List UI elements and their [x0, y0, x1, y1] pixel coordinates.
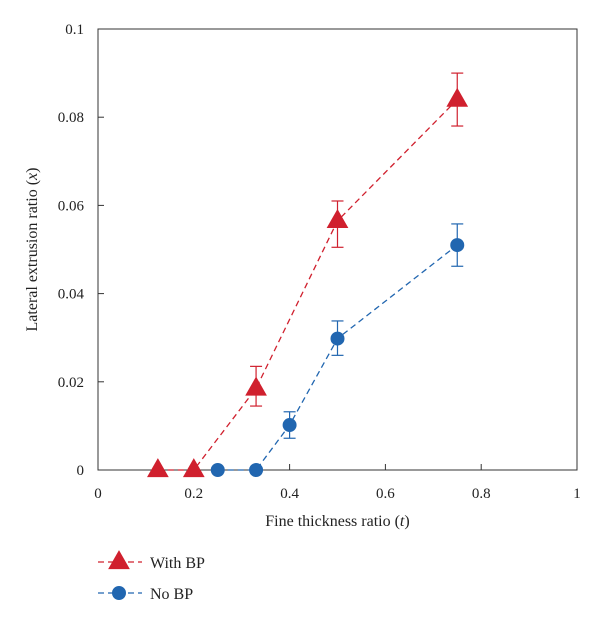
data-point-1	[450, 238, 465, 253]
x-tick-label: 0	[94, 486, 102, 502]
x-tick-label: 0.8	[472, 486, 491, 502]
legend-label-0: With BP	[150, 555, 205, 572]
legend-label-1: No BP	[150, 586, 193, 603]
x-axis-title-text: Fine thickness ratio	[265, 513, 390, 530]
series-line-0	[157, 99, 458, 471]
y-axis-title: Lateral extrusion ratio (x)	[24, 168, 41, 332]
data-point-1	[210, 463, 225, 477]
y-tick-label: 0.08	[58, 110, 84, 126]
x-axis-title: Fine thickness ratio (t)	[265, 513, 409, 530]
y-axis-title-text: Lateral extrusion ratio	[24, 189, 41, 331]
data-point-0	[147, 458, 169, 478]
data-point-0	[326, 208, 349, 228]
data-point-1	[249, 463, 264, 477]
y-tick-label: 0.1	[65, 22, 84, 38]
x-tick-label: 1	[573, 486, 581, 502]
data-point-1	[330, 331, 345, 346]
legend-marker-0	[108, 550, 130, 570]
data-point-1	[282, 418, 297, 433]
y-tick-label: 0.02	[58, 375, 84, 391]
y-tick-label: 0	[77, 463, 85, 479]
legend-marker-1	[112, 586, 126, 600]
x-axis-title-symbol: t	[400, 513, 405, 530]
y-tick-label: 0.06	[58, 198, 85, 214]
data-point-0	[446, 87, 469, 107]
data-point-0	[182, 458, 205, 478]
x-tick-label: 0.4	[280, 486, 299, 502]
y-tick-label: 0.04	[58, 287, 85, 303]
x-tick-label: 0.6	[376, 486, 395, 502]
data-point-0	[245, 376, 267, 396]
y-axis-title-symbol: x	[24, 173, 41, 181]
series-line-1	[217, 244, 458, 471]
plot-frame	[97, 28, 578, 471]
x-tick-label: 0.2	[184, 486, 203, 502]
